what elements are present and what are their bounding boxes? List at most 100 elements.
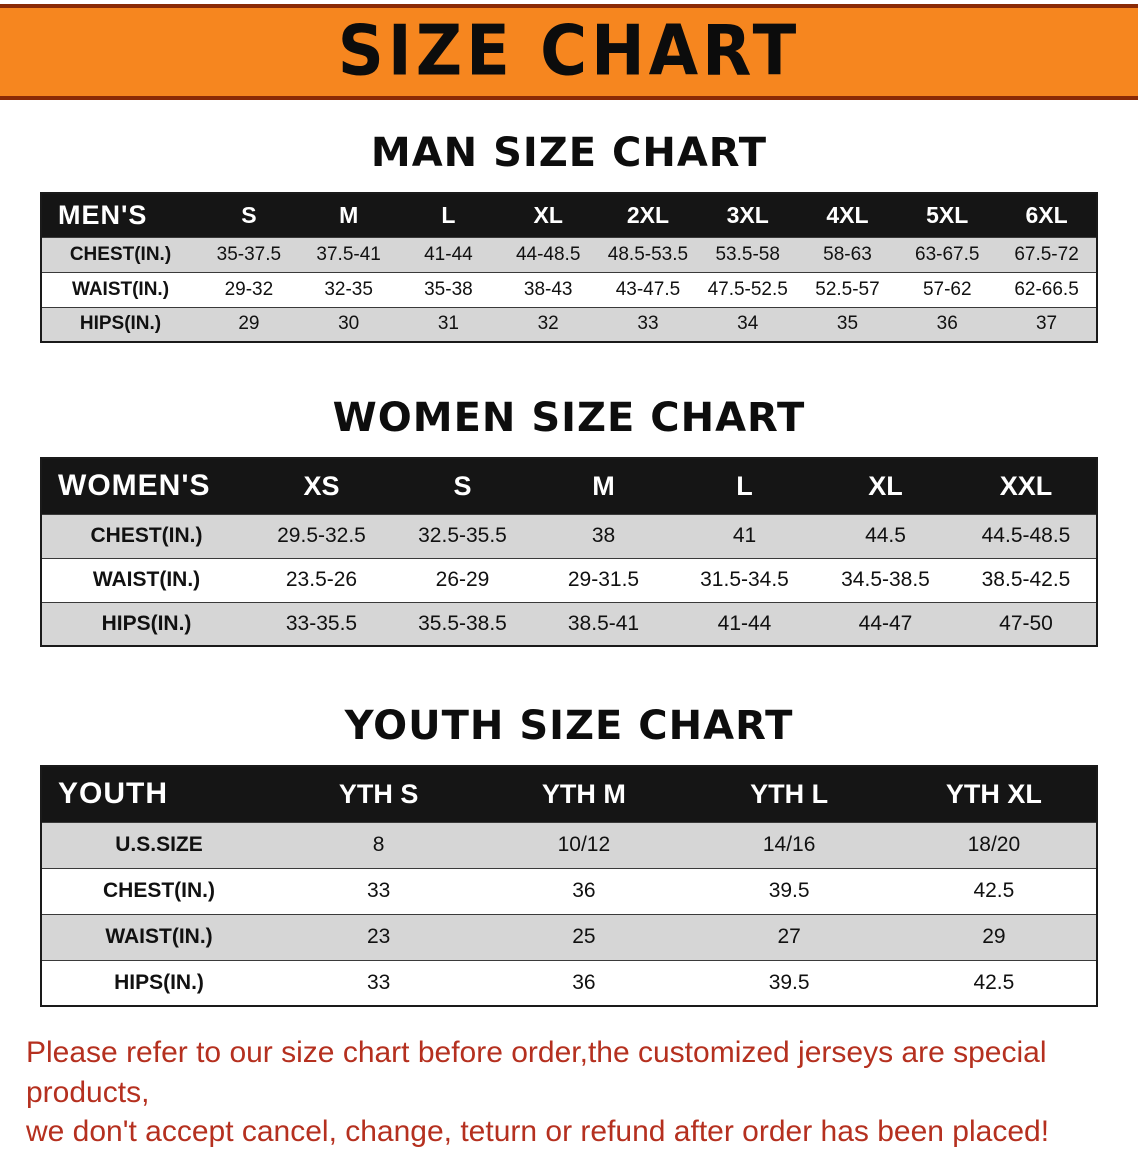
table-row: HIPS(IN.) 33 36 39.5 42.5 [41, 960, 1097, 1006]
size-value: 39.5 [768, 879, 810, 902]
table-row: HIPS(IN.) 33-35.5 35.5-38.5 38.5-41 41-44 44-… [41, 602, 1097, 646]
size-column-header: M [592, 470, 615, 501]
size-value: 34 [737, 313, 759, 335]
size-value: 35-37.5 [216, 243, 282, 265]
row-label: CHEST(IN.) [103, 879, 215, 902]
size-value: 23.5-26 [285, 568, 358, 591]
row-label: HIPS(IN.) [101, 611, 192, 635]
size-column-header: M [339, 201, 359, 228]
table-row: CHEST(IN.) 29.5-32.5 32.5-35.5 38 41 44.5 44.5… [41, 514, 1097, 558]
size-column-header: 4XL [826, 201, 869, 228]
size-value: 38-43 [523, 278, 573, 300]
row-label: CHEST(IN.) [69, 243, 172, 265]
size-value: 67.5-72 [1014, 243, 1079, 265]
row-label: HIPS(IN.) [79, 313, 162, 335]
table-corner-label: MEN'S [58, 199, 148, 230]
women-chart-heading: WOMEN SIZE CHART [332, 395, 806, 441]
youth-size-table: YOUTH YTH S YTH M YTH L YTH XL U.S.SIZE 8 10/12… [40, 765, 1098, 1007]
size-column-header: 3XL [726, 201, 769, 228]
size-value: 33 [366, 970, 391, 994]
page-title: SIZE CHART [337, 12, 801, 92]
size-column-header: YTH L [750, 778, 829, 809]
size-value: 29-32 [224, 278, 274, 300]
size-value: 63-67.5 [915, 243, 980, 265]
order-policy-note-line1: Please refer to our size chart before or… [26, 1036, 1047, 1109]
table-header-row: YOUTH YTH S YTH M YTH L YTH XL [41, 766, 1097, 822]
size-value: 38 [591, 524, 616, 547]
size-column-header: XXL [999, 470, 1053, 501]
table-row: CHEST(IN.) 35-37.5 37.5-41 41-44 44-48.5 48.5… [41, 237, 1097, 272]
size-value: 47.5-52.5 [707, 278, 788, 300]
size-value: 29-31.5 [567, 568, 640, 591]
size-value: 32 [537, 313, 559, 335]
size-value: 8 [372, 833, 385, 856]
row-label: WAIST(IN.) [105, 925, 213, 948]
size-value: 31 [437, 313, 459, 335]
table-row: CHEST(IN.) 33 36 39.5 42.5 [41, 868, 1097, 914]
size-value: 33-35.5 [285, 611, 358, 635]
men-chart-heading: MAN SIZE CHART [370, 130, 768, 176]
size-value: 36 [572, 970, 596, 994]
size-value: 35.5-38.5 [418, 611, 507, 635]
size-value: 10/12 [557, 833, 611, 856]
size-value: 32-35 [324, 278, 373, 300]
size-value: 32.5-35.5 [418, 524, 507, 547]
size-value: 27 [777, 925, 801, 948]
size-value: 26-29 [435, 568, 490, 591]
size-value: 29.5-32.5 [277, 524, 366, 547]
size-value: 38.5-42.5 [981, 568, 1071, 591]
size-value: 48.5-53.5 [607, 243, 689, 265]
size-value: 39.5 [768, 970, 810, 994]
table-row: WAIST(IN.) 23 25 27 29 [41, 914, 1097, 960]
size-value: 29 [238, 313, 260, 335]
row-label: U.S.SIZE [115, 833, 203, 856]
size-column-header: YTH XL [945, 778, 1042, 809]
size-column-header: XL [533, 201, 563, 228]
table-row: HIPS(IN.) 29 30 31 32 33 34 35 36 37 [41, 307, 1097, 342]
size-value: 57-62 [922, 278, 972, 300]
size-value: 41 [732, 524, 757, 547]
size-value: 62-66.5 [1014, 278, 1079, 300]
size-value: 36 [936, 313, 958, 335]
size-value: 44-48.5 [515, 243, 581, 265]
size-column-header: 5XL [926, 201, 969, 228]
size-column-header: YTH M [541, 778, 626, 809]
size-value: 25 [572, 925, 596, 948]
table-header-row: MEN'S S M L XL 2XL 3XL 4XL 5XL 6XL [41, 193, 1097, 237]
order-policy-note: Please refer to our size chart before or… [0, 1033, 1138, 1152]
men-size-table: MEN'S S M L XL 2XL 3XL 4XL 5XL 6XL CHEST(IN.) 35-37… [40, 192, 1098, 343]
table-corner-label: YOUTH [58, 777, 168, 811]
size-value: 33 [366, 879, 391, 902]
row-label: WAIST(IN.) [71, 278, 170, 300]
size-value: 14/16 [762, 833, 816, 856]
size-column-header: S [241, 201, 257, 228]
size-value: 36 [572, 879, 596, 902]
size-value: 42.5 [973, 879, 1015, 902]
size-value: 52.5-57 [815, 278, 880, 300]
size-value: 47-50 [999, 611, 1053, 635]
row-label: HIPS(IN.) [114, 970, 204, 994]
table-row: U.S.SIZE 8 10/12 14/16 18/20 [41, 822, 1097, 868]
size-column-header: L [736, 470, 753, 501]
table-corner-label: WOMEN'S [58, 469, 211, 503]
size-value: 35-38 [424, 278, 473, 300]
size-value: 58-63 [823, 243, 872, 265]
size-value: 44.5-48.5 [981, 524, 1071, 547]
size-value: 29 [982, 925, 1006, 948]
size-column-header: 6XL [1025, 201, 1068, 228]
size-value: 41-44 [424, 243, 473, 265]
size-column-header: 2XL [626, 201, 670, 228]
size-chart-banner: SIZE CHART [0, 4, 1138, 100]
size-value: 35 [836, 313, 859, 335]
size-value: 44-47 [858, 611, 913, 635]
size-column-header: XL [868, 470, 903, 501]
size-column-header: L [441, 201, 456, 228]
size-value: 18/20 [967, 833, 1021, 856]
size-value: 44.5 [865, 524, 906, 547]
size-value: 43-47.5 [615, 278, 681, 300]
size-value: 34.5-38.5 [841, 568, 930, 591]
row-label: WAIST(IN.) [92, 568, 201, 591]
women-size-table: WOMEN'S XS S M L XL XXL CHEST(IN.) 29.5-32.5 32.5… [40, 457, 1098, 647]
table-row: WAIST(IN.) 29-32 32-35 35-38 38-43 43-47.5 47.… [41, 272, 1097, 307]
size-value: 41-44 [717, 611, 772, 635]
